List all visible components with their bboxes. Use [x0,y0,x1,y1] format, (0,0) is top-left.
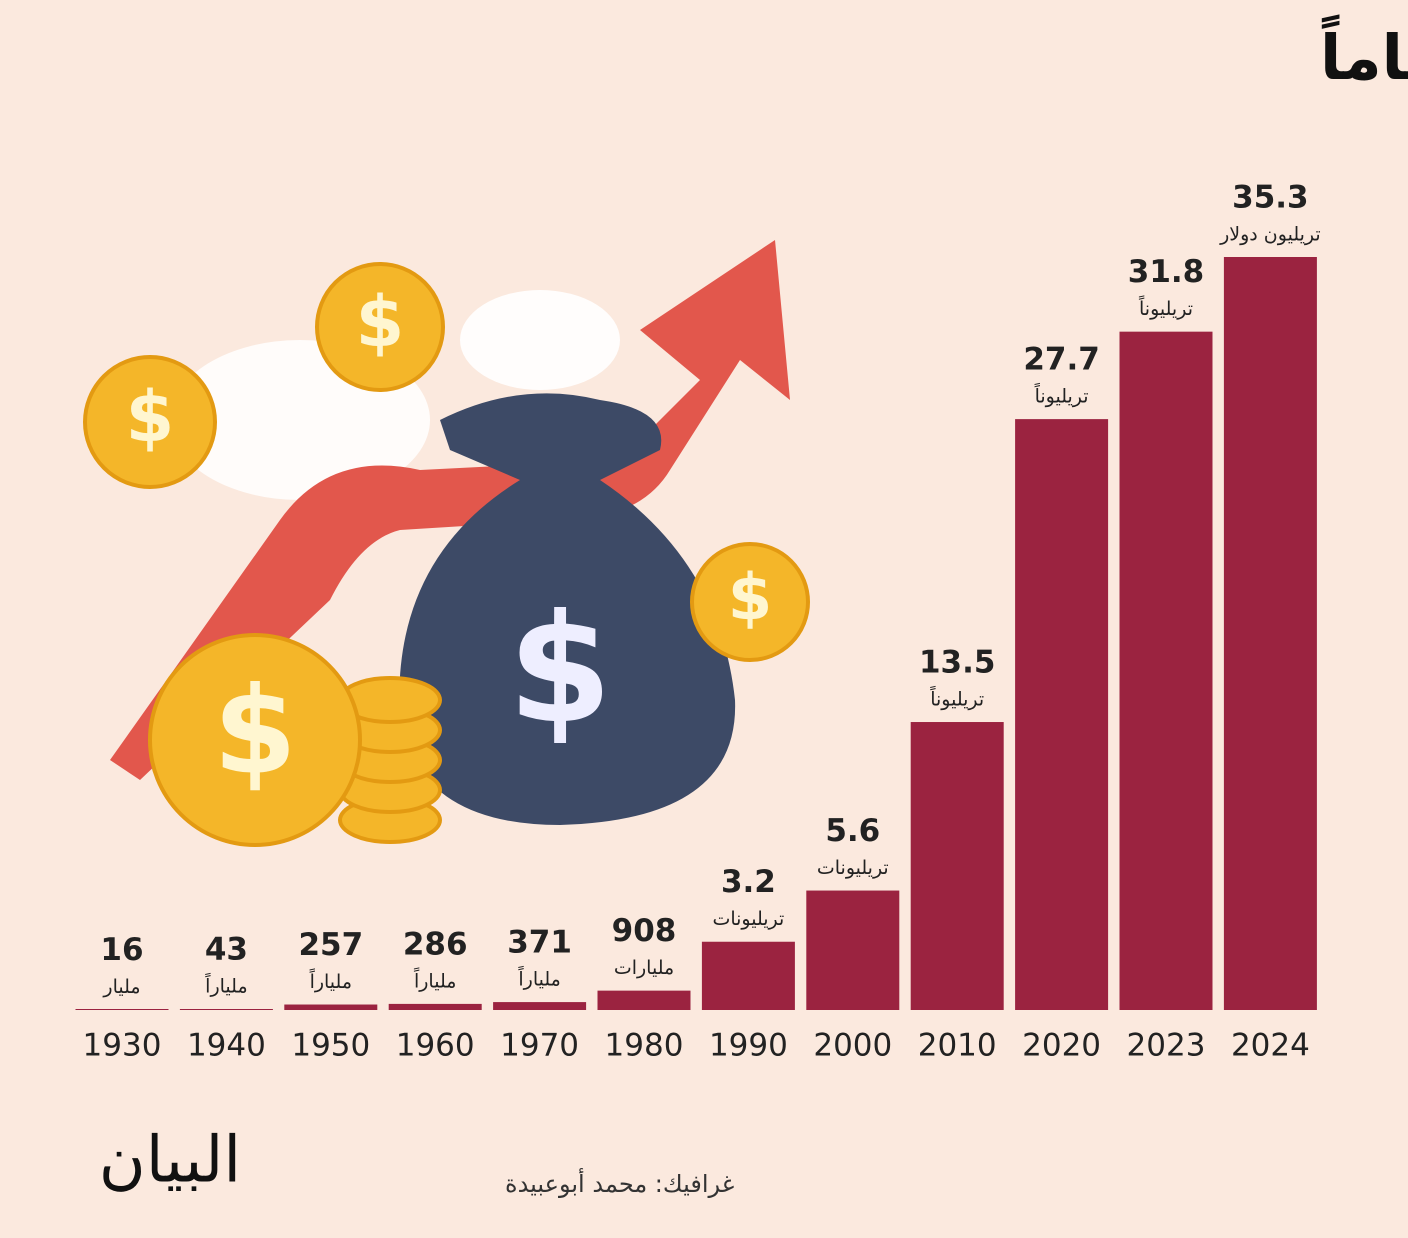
unit-label: ملياراً [518,965,561,990]
illustration: $ $ $ $ $ [83,240,810,847]
value-label: 257 [298,927,363,963]
bar [75,1009,169,1010]
bar [701,941,795,1010]
bar [493,1002,587,1010]
bar [1223,257,1317,1010]
unit-label: تريليونات [712,908,784,930]
x-tick-label: 1970 [500,1028,579,1064]
unit-label: مليارات [614,957,674,979]
bar [910,722,1004,1010]
svg-text:$: $ [508,583,612,757]
bar [388,1003,482,1010]
svg-text:$: $ [213,663,297,802]
bar [1119,331,1213,1011]
bar [1015,419,1109,1010]
unit-label: تريليون دولار [1219,224,1321,246]
svg-text:$: $ [728,562,773,636]
x-tick-label: 1990 [709,1028,788,1064]
value-label: 16 [100,932,143,968]
x-tick-label: 2000 [813,1028,892,1064]
value-label: 286 [403,926,468,962]
value-label: 3.2 [721,864,776,900]
value-label: 371 [507,925,572,961]
unit-label: ملياراً [205,972,248,997]
unit-label: ملياراً [309,968,352,993]
value-label: 5.6 [825,813,880,849]
svg-text:$: $ [356,281,405,363]
x-tick-label: 1960 [396,1028,475,1064]
unit-label: تريليونات [817,857,889,879]
value-label: 31.8 [1128,254,1205,290]
bar [179,1009,273,1010]
bar [806,890,900,1010]
x-tick-label: 2024 [1231,1028,1310,1064]
value-label: 908 [612,913,677,949]
unit-label: تريليوناً [1035,382,1089,407]
unit-label: تريليوناً [930,685,984,710]
x-tick-label: 2010 [918,1028,997,1064]
value-label: 43 [205,932,248,968]
credit: غرافيك: محمد أبوعبيدة [505,1168,734,1198]
x-tick-label: 1930 [83,1028,162,1064]
x-tick-label: 1950 [291,1028,370,1064]
value-label: 27.7 [1023,342,1100,378]
x-tick-label: 2020 [1022,1028,1101,1064]
logo: البيان [99,1124,241,1198]
bar [597,990,691,1010]
chart-title: تطورات الدين الأمريكي في 94 عاماً [1320,13,1408,94]
unit-label: ملياراً [414,967,457,992]
x-tick-label: 1980 [605,1028,684,1064]
svg-text:$: $ [126,376,175,458]
value-label: 13.5 [919,645,996,681]
unit-label: مليار [102,976,140,998]
unit-label: تريليوناً [1139,295,1193,320]
x-tick-label: 1940 [187,1028,266,1064]
x-tick-label: 2023 [1127,1028,1206,1064]
value-label: 35.3 [1232,180,1309,216]
bar [284,1004,378,1010]
